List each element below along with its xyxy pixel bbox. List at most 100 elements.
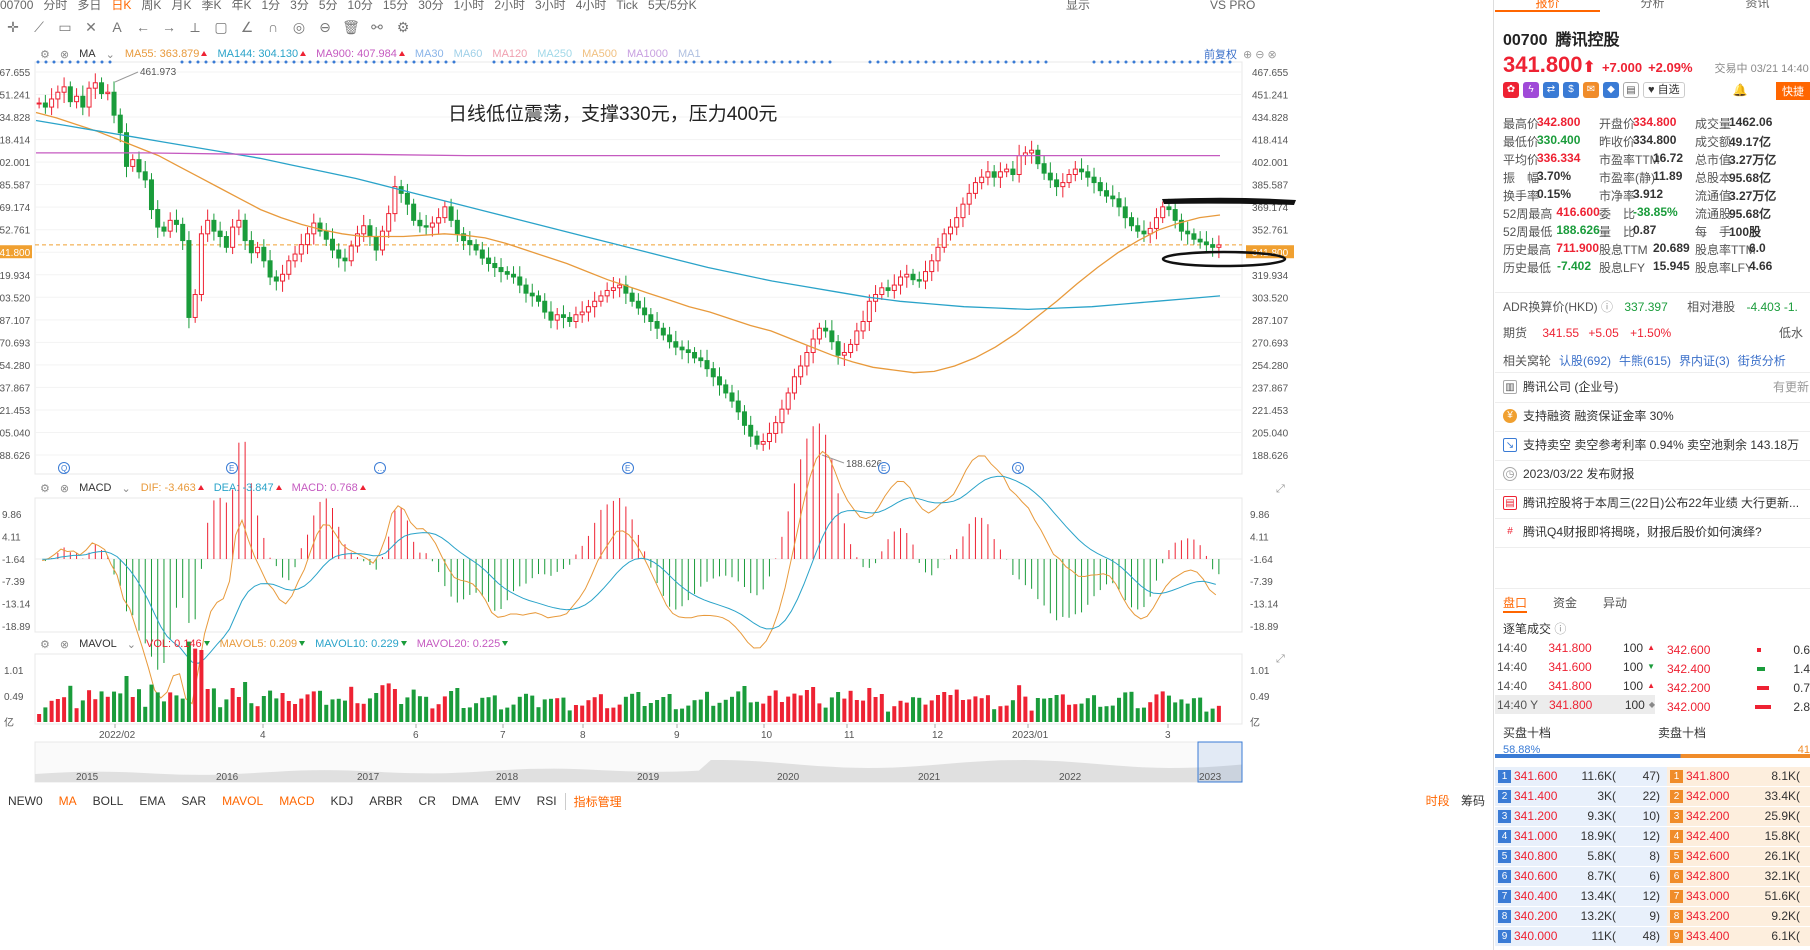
bid-level[interactable]: 8 340.200 13.2K(9): [1495, 906, 1667, 926]
indicator-close-icon[interactable]: ⊗: [59, 48, 70, 61]
hk-flag-icon[interactable]: ✿: [1503, 82, 1519, 98]
bid-level[interactable]: 3 341.200 9.3K(10): [1495, 806, 1667, 826]
sub-tab-1[interactable]: 资金: [1553, 596, 1578, 610]
indicator-tab-kdj[interactable]: KDJ: [330, 794, 354, 808]
chevron-down-icon[interactable]: ⌄: [105, 48, 115, 61]
period-tab-4[interactable]: 周K: [141, 0, 162, 12]
ask-level[interactable]: 8 343.200 9.2K(: [1667, 906, 1810, 926]
indicator-tab-emv[interactable]: EMV: [494, 794, 521, 808]
bid-level[interactable]: 7 340.400 13.4K(12): [1495, 886, 1667, 906]
ask-level[interactable]: 2 342.000 33.4K(: [1667, 786, 1810, 806]
period-tab-15[interactable]: 2小时: [494, 0, 525, 12]
bid-level[interactable]: 1 341.600 11.6K(47): [1495, 766, 1667, 786]
news-item[interactable]: # 腾讯Q4财报即将揭晓，财报后股价如何演绎?: [1503, 523, 1810, 540]
sub-tab-2[interactable]: 异动: [1603, 596, 1628, 610]
chevron-down-icon[interactable]: ⌄: [121, 482, 131, 495]
ask-level[interactable]: 4 342.400 15.8K(: [1667, 826, 1810, 846]
chart-area[interactable]: 00700 分时 多日 日K 周K 月K 季K 年K 1分 3分 5分 10分 15分 30分 1小时 2小时…: [0, 0, 1494, 950]
tab-chips[interactable]: 筹码: [1460, 794, 1485, 808]
ask-level[interactable]: 3 342.200 25.9K(: [1667, 806, 1810, 826]
zoom-icons[interactable]: ⊕ ⊖ ⊗: [1243, 49, 1277, 61]
period-tab-9[interactable]: 3分: [290, 0, 309, 12]
indicator-tab-cr[interactable]: CR: [418, 794, 436, 808]
bell-icon[interactable]: 🔔: [1732, 83, 1748, 97]
indicator-tab-new0[interactable]: NEW0: [8, 794, 43, 808]
period-tab-17[interactable]: 4小时: [575, 0, 607, 12]
indicator-name[interactable]: MAVOL: [79, 638, 117, 650]
gear-icon[interactable]: ⚙: [396, 18, 410, 35]
period-tab-14[interactable]: 1小时: [453, 0, 485, 12]
warrant-link-1[interactable]: 牛熊(615): [1619, 354, 1672, 368]
link-icon[interactable]: ⚯: [371, 18, 383, 35]
indicator-tab-dma[interactable]: DMA: [451, 794, 479, 808]
period-tab-10[interactable]: 5分: [318, 0, 338, 12]
fib-tool-icon[interactable]: ✕: [85, 18, 97, 35]
warrant-link-0[interactable]: 认股(692): [1559, 354, 1612, 368]
period-tab-12[interactable]: 15分: [382, 0, 409, 12]
tag-icon[interactable]: ◆: [1603, 82, 1619, 98]
news-item[interactable]: ¥ 支持融资 融资保证金率 30%: [1503, 407, 1810, 424]
period-tab-7[interactable]: 年K: [231, 0, 252, 12]
bid-level[interactable]: 5 340.800 5.8K(8): [1495, 846, 1667, 866]
sub-tab-0[interactable]: 盘口: [1503, 594, 1528, 613]
indicator-close-icon[interactable]: ⊗: [59, 638, 70, 651]
indicator-close-icon[interactable]: ⊗: [59, 482, 70, 495]
arrow-back-icon[interactable]: ←: [136, 19, 150, 35]
news-item[interactable]: ▥ 腾讯公司 (企业号) 有更新: [1503, 378, 1810, 395]
period-tab-8[interactable]: 1分: [261, 0, 281, 12]
ask-level[interactable]: 9 343.400 6.1K(: [1667, 926, 1810, 946]
line-tool-icon[interactable]: ⟋: [34, 18, 44, 35]
comment-icon[interactable]: ▢: [214, 18, 228, 35]
toolbar-right-item-1[interactable]: VS PRO: [1210, 0, 1256, 12]
quick-trade-button[interactable]: 快捷: [1776, 82, 1810, 100]
indicator-name[interactable]: MACD: [79, 482, 112, 494]
period-tab-16[interactable]: 3小时: [535, 0, 566, 12]
period-tab-0[interactable]: 00700: [0, 0, 34, 12]
tick-list[interactable]: 14:40 341.800 100 ▲ 14:40 341.600 100 ▼ 14:40 341…: [1495, 638, 1655, 714]
news-item[interactable]: ↘ 支持卖空 卖空参考利率 0.94% 卖空池剩余 143.18万: [1503, 436, 1810, 453]
trash-icon[interactable]: 🗑: [342, 18, 360, 35]
dollar-icon[interactable]: $: [1563, 82, 1579, 98]
bid-level[interactable]: 9 340.000 11K(48): [1495, 926, 1667, 946]
ask-level[interactable]: 5 342.600 26.1K(: [1667, 846, 1810, 866]
period-tab-1[interactable]: 分时: [43, 0, 68, 12]
swap-icon[interactable]: ⇄: [1543, 82, 1559, 98]
indicator-tab-sar[interactable]: SAR: [181, 794, 207, 808]
period-tab-2[interactable]: 多日: [77, 0, 102, 12]
period-tab-5[interactable]: 月K: [171, 0, 192, 12]
price-adjust[interactable]: 前复权 ⊕ ⊖ ⊗: [1204, 49, 1277, 61]
news-item[interactable]: ◷ 2023/03/22 发布财报: [1503, 465, 1810, 482]
warrant-link-3[interactable]: 街货分析: [1737, 354, 1786, 368]
indicator-tab-mavol[interactable]: MAVOL: [222, 794, 264, 808]
indicator-tab-ma[interactable]: MA: [58, 794, 77, 808]
news-item[interactable]: ▤ 腾讯控股将于本周三(22日)公布22年业绩 大行更新...: [1503, 494, 1810, 511]
indicator-tab-ema[interactable]: EMA: [139, 794, 166, 808]
indicator-tab-rsi[interactable]: RSI: [536, 794, 557, 808]
indicator-tab-macd[interactable]: MACD: [279, 794, 315, 808]
indicator-name[interactable]: MA: [79, 48, 96, 60]
quote-tab-1[interactable]: 分析: [1640, 0, 1665, 10]
pen-icon[interactable]: ∠: [240, 18, 254, 35]
indicator-settings-icon[interactable]: ⚙: [40, 48, 50, 61]
info-icon[interactable]: ⓘ: [1601, 300, 1614, 314]
arrow-fwd-icon[interactable]: →: [162, 19, 176, 35]
rect-tool-icon[interactable]: ▭: [58, 18, 72, 35]
text-tool-icon[interactable]: A: [112, 19, 122, 35]
gift-icon[interactable]: ✉: [1583, 82, 1599, 98]
ask-level[interactable]: 7 343.000 51.6K(: [1667, 886, 1810, 906]
calendar-icon[interactable]: ▤: [1623, 82, 1639, 98]
period-tab-19[interactable]: 5天/5分K: [647, 0, 697, 12]
period-tab-11[interactable]: 10分: [347, 0, 373, 12]
quote-tab-0[interactable]: 报价: [1495, 0, 1600, 12]
indicator-tab-boll[interactable]: BOLL: [92, 794, 124, 808]
crosshair-icon[interactable]: ✛: [7, 18, 19, 35]
bid-level[interactable]: 2 341.400 3K(22): [1495, 786, 1667, 806]
eye-icon[interactable]: ◎: [292, 18, 306, 35]
ask-level[interactable]: 6 342.800 32.1K(: [1667, 866, 1810, 886]
warrant-link-2[interactable]: 界内证(3): [1679, 354, 1730, 368]
ask-level[interactable]: 1 341.800 8.1K(: [1667, 766, 1810, 786]
indicator-tab-arbr[interactable]: ARBR: [369, 794, 403, 808]
toolbar-right-item-0[interactable]: 显示: [1066, 0, 1091, 12]
period-tab-18[interactable]: Tick: [616, 0, 638, 12]
chevron-down-icon[interactable]: ⌄: [126, 638, 137, 651]
